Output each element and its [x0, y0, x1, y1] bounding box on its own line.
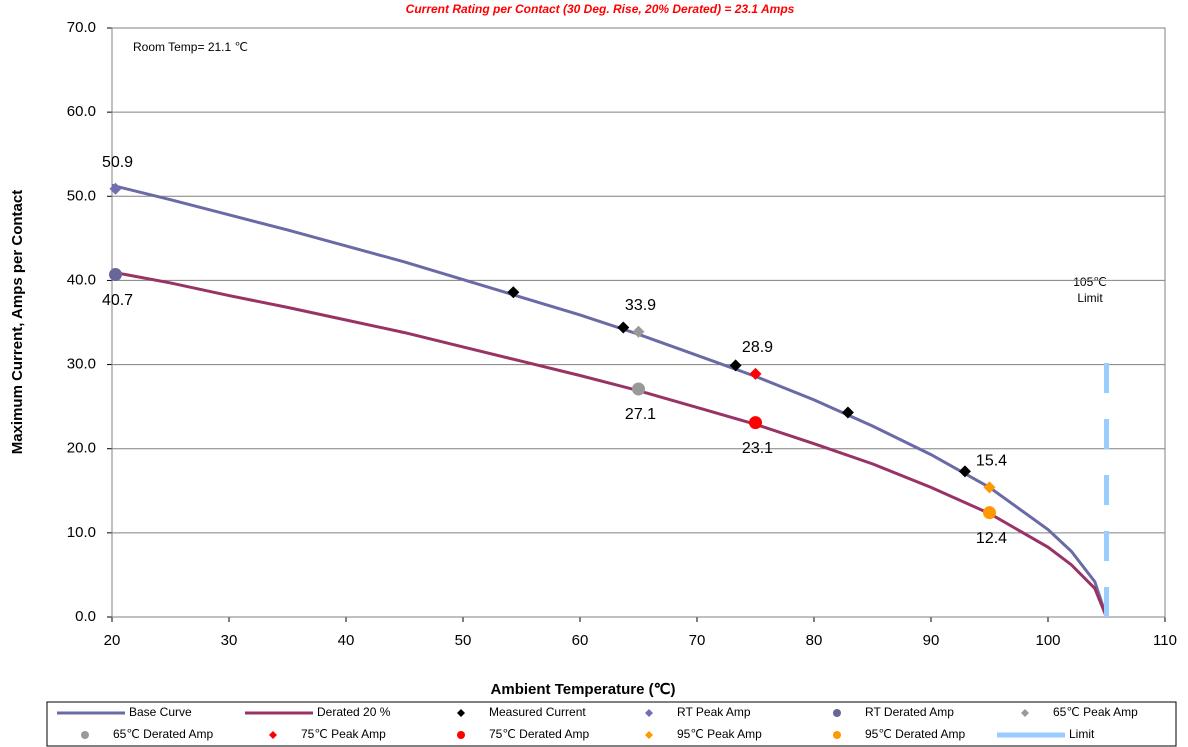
x-tick-label: 70: [689, 632, 706, 649]
legend-swatch: [269, 731, 277, 739]
x-tick-label: 80: [806, 632, 823, 649]
legend-swatch: [833, 731, 841, 739]
legend-label: Base Curve: [129, 705, 192, 719]
x-tick-label: 60: [572, 632, 589, 649]
y-tick-label: 40.0: [67, 271, 96, 288]
y-tick-label: 0.0: [75, 608, 96, 625]
y-tick-label: 30.0: [67, 356, 96, 373]
x-tick-label: 100: [1035, 632, 1060, 649]
legend-label: Limit: [1069, 727, 1095, 741]
point: [632, 382, 645, 396]
point: [841, 406, 854, 419]
point: [617, 321, 630, 334]
legend-swatch: [645, 731, 653, 739]
data-label: 40.7: [102, 292, 133, 309]
data-label: 33.9: [625, 297, 656, 314]
x-tick-label: 30: [221, 632, 238, 649]
point: [958, 465, 971, 478]
annotation: 105℃: [1073, 275, 1107, 289]
data-label: 23.1: [742, 440, 773, 457]
legend-box: [46, 701, 1177, 747]
y-tick-label: 50.0: [67, 187, 96, 204]
x-tick-label: 110: [1153, 632, 1177, 649]
legend-label: 95℃ Derated Amp: [865, 727, 966, 741]
annotation: Room Temp= 21.1 ℃: [133, 40, 248, 54]
legend-label: 65℃ Peak Amp: [1053, 705, 1138, 719]
legend-swatch: [457, 731, 465, 739]
legend-label: 75℃ Peak Amp: [301, 727, 386, 741]
x-tick-label: 40: [338, 632, 355, 649]
point: [109, 182, 122, 195]
point: [749, 416, 762, 430]
point: [749, 367, 762, 380]
point: [983, 481, 996, 494]
legend-label: RT Derated Amp: [865, 705, 954, 719]
x-tick-label: 50: [455, 632, 472, 649]
point: [632, 325, 645, 338]
legend-swatch: [81, 731, 89, 739]
curve: [111, 270, 1108, 618]
x-axis-label: Ambient Temperature (℃): [491, 681, 676, 698]
chart-title: Current Rating per Contact (30 Deg. Rise…: [406, 2, 795, 16]
y-tick-label: 10.0: [67, 524, 96, 541]
legend-label: Derated 20 %: [317, 705, 391, 719]
data-label: 15.4: [976, 453, 1007, 470]
annotation: Limit: [1077, 291, 1103, 305]
point: [109, 268, 123, 282]
data-label: 28.9: [742, 339, 773, 356]
x-tick-label: 20: [104, 632, 121, 649]
plot-border: [111, 27, 1166, 618]
data-label: 27.1: [625, 406, 656, 423]
y-tick-label: 60.0: [67, 103, 96, 120]
legend-swatch: [833, 709, 841, 717]
data-label: 50.9: [102, 154, 133, 171]
legend-swatch: [457, 709, 465, 717]
point: [507, 286, 520, 299]
y-tick-label: 70.0: [67, 19, 96, 36]
legend-swatch: [645, 709, 653, 717]
point: [983, 506, 996, 520]
y-axis-label: Maximum Current, Amps per Contact: [9, 190, 26, 455]
y-tick-label: 20.0: [67, 440, 96, 457]
legend-label: 75℃ Derated Amp: [489, 727, 590, 741]
legend-label: Measured Current: [489, 705, 586, 719]
x-tick-label: 90: [923, 632, 940, 649]
curve: [111, 183, 1108, 618]
legend-label: RT Peak Amp: [677, 705, 751, 719]
data-label: 12.4: [976, 530, 1007, 547]
legend-label: 95℃ Peak Amp: [677, 727, 762, 741]
point: [729, 359, 742, 372]
legend-swatch: [1021, 709, 1029, 717]
legend-label: 65℃ Derated Amp: [113, 727, 214, 741]
